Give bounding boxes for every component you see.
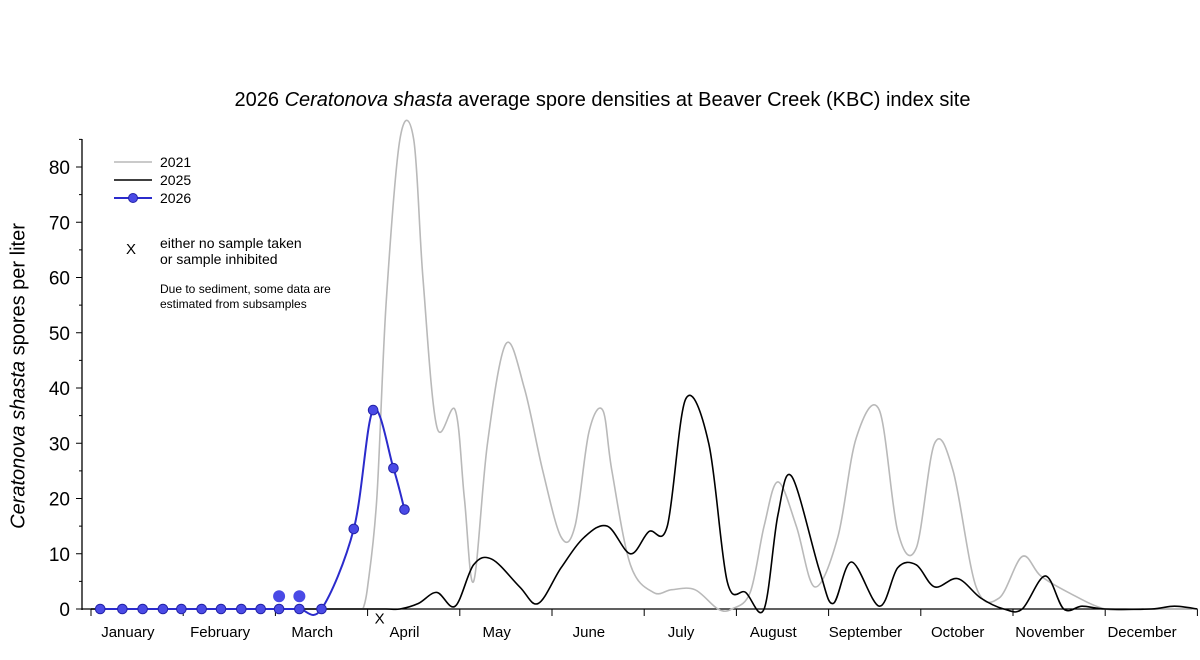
data-point-2026	[293, 590, 306, 603]
y-tick-label: 50	[49, 324, 70, 345]
x-tick-label: April	[389, 624, 419, 641]
data-point-2026	[273, 590, 286, 603]
x-tick-label: May	[483, 624, 512, 641]
data-point-2026	[294, 603, 305, 615]
sediment-note: Due to sediment, some data are estimated…	[160, 282, 331, 312]
legend-label-2021: 2021	[160, 154, 192, 170]
data-point-2026	[367, 404, 379, 416]
no-sample-note-line-1: either no sample taken	[160, 235, 302, 251]
data-point-2026	[399, 504, 410, 515]
series-line-2025	[90, 394, 1198, 614]
data-point-2026	[176, 603, 187, 615]
data-point-2026	[388, 462, 399, 474]
data-point-2026	[215, 603, 227, 615]
data-point-2026	[316, 603, 327, 615]
y-tick-label: 10	[49, 545, 70, 566]
y-tick-label: 30	[49, 434, 70, 455]
data-point-2026	[137, 603, 148, 615]
series-line-2021	[362, 119, 1198, 613]
x-tick-label: November	[1015, 624, 1084, 641]
y-tick-label: 40	[49, 379, 70, 400]
data-point-2026	[117, 603, 128, 615]
legend-no-sample-marker: X	[126, 241, 136, 258]
data-point-2026	[196, 603, 207, 615]
no-sample-marker: X	[375, 610, 385, 627]
y-tick-label: 0	[59, 600, 70, 621]
data-point-2026	[157, 603, 169, 615]
legend-label-2026: 2026	[160, 190, 192, 206]
y-tick-label: 60	[49, 269, 70, 290]
data-point-2026	[255, 603, 266, 615]
x-tick-label: December	[1107, 624, 1176, 641]
y-tick-label: 80	[49, 158, 70, 179]
x-tick-label: September	[829, 624, 902, 641]
x-tick-label: June	[573, 624, 606, 641]
series-line-2026	[100, 407, 406, 616]
y-tick-label: 70	[49, 213, 70, 234]
x-tick-label: October	[931, 624, 984, 641]
data-point-2026	[273, 603, 285, 615]
x-tick-label: July	[668, 624, 695, 641]
data-point-2026	[235, 603, 247, 615]
data-point-2026	[348, 523, 360, 535]
y-tick-label: 20	[49, 490, 70, 511]
legend-marker-2026	[128, 193, 138, 203]
chart-title: 2026 Ceratonova shasta average spore den…	[234, 89, 971, 111]
sediment-note-line-2: estimated from subsamples	[160, 297, 307, 311]
x-tick-label: January	[101, 624, 155, 641]
no-sample-note-line-2: or sample inhibited	[160, 251, 278, 267]
data-point-2026	[94, 603, 106, 615]
legend-label-2025: 2025	[160, 172, 192, 188]
x-tick-label: March	[291, 624, 333, 641]
x-tick-label: February	[190, 624, 251, 641]
x-tick-label: August	[750, 624, 798, 641]
no-sample-note: either no sample taken or sample inhibit…	[160, 235, 302, 267]
sediment-note-line-1: Due to sediment, some data are	[160, 282, 331, 296]
